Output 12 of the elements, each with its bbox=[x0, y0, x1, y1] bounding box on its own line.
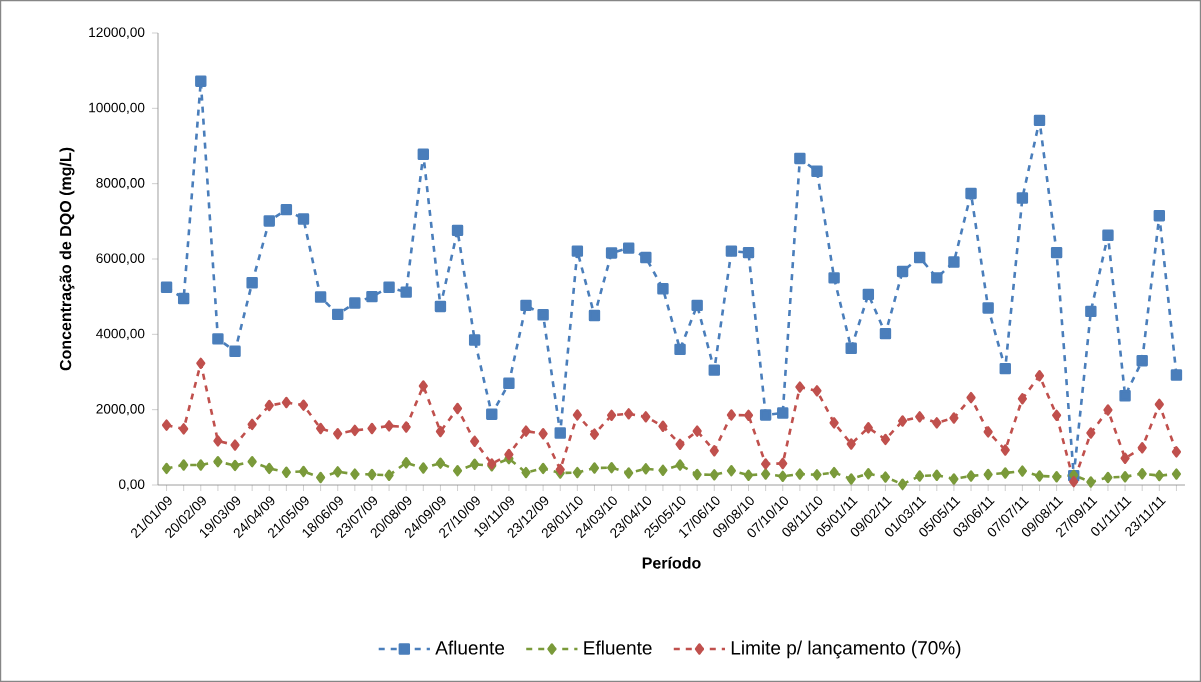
y-tick-label: 8000,00 bbox=[96, 178, 145, 190]
legend-label: Afluente bbox=[435, 640, 505, 655]
legend-label: Efluente bbox=[584, 640, 652, 655]
y-tick-label: 2000,00 bbox=[96, 404, 145, 416]
y-tick-label: 12000,00 bbox=[89, 27, 145, 39]
y-tick-label: 4000,00 bbox=[96, 328, 145, 340]
x-axis-title: Período bbox=[642, 556, 701, 569]
y-tick-label: 0,00 bbox=[119, 479, 145, 491]
y-tick-label: 6000,00 bbox=[96, 253, 145, 265]
legend-label: Limite p/ lançamento (70%) bbox=[731, 640, 961, 659]
y-tick-label: 10000,00 bbox=[89, 102, 145, 114]
y-axis-title: Concentração de DQO (mg/L) bbox=[59, 147, 75, 371]
